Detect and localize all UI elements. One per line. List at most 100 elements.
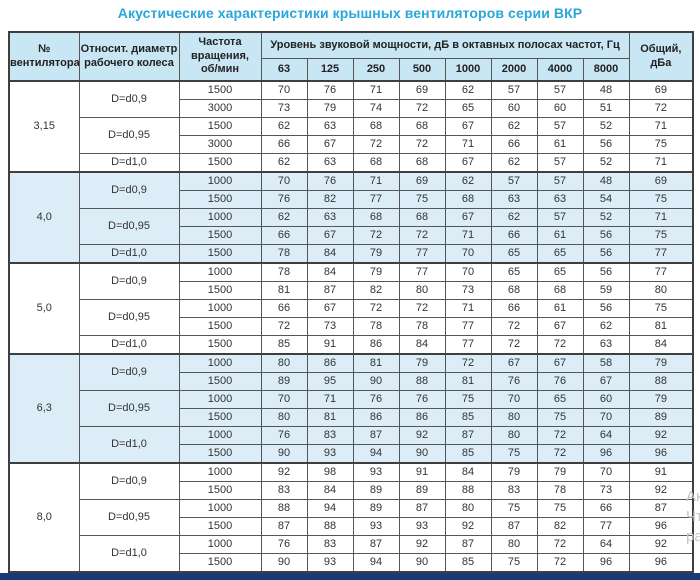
level-cell: 71 [306, 390, 354, 409]
total-cell: 92 [628, 481, 694, 500]
level-cell: 67 [444, 117, 492, 136]
level-cell: 67 [490, 353, 538, 373]
diameter-cell: D=d1,0 [78, 535, 180, 573]
level-cell: 67 [536, 353, 584, 373]
diameter-cell: D=d1,0 [78, 335, 180, 355]
level-cell: 68 [398, 117, 446, 136]
level-cell: 67 [306, 226, 354, 245]
level-cell: 86 [352, 408, 400, 427]
table-row: 1500 66 67 72 72 71 66 61 56 75 [9, 226, 694, 245]
total-cell: 75 [628, 190, 694, 209]
level-cell: 71 [352, 171, 400, 191]
total-cell: 75 [628, 135, 694, 154]
bottom-divider-bar [0, 573, 700, 580]
total-cell: 91 [628, 462, 694, 482]
rpm-cell: 1500 [178, 317, 262, 336]
level-cell: 75 [536, 499, 584, 518]
total-cell: 96 [628, 553, 694, 573]
level-cell: 52 [582, 117, 630, 136]
table-row: D=d1,0 1500 85 91 86 84 77 72 72 63 84 [9, 335, 694, 355]
level-cell: 76 [306, 171, 354, 191]
total-cell: 80 [628, 281, 694, 300]
level-cell: 76 [260, 190, 308, 209]
level-cell: 67 [306, 135, 354, 154]
rpm-cell: 1000 [178, 499, 262, 518]
level-cell: 90 [260, 444, 308, 464]
level-cell: 71 [444, 135, 492, 154]
table-header: № вентилятора Относит. диаметр рабочего … [8, 31, 694, 82]
level-cell: 86 [398, 408, 446, 427]
level-cell: 57 [536, 208, 584, 227]
total-cell: 77 [628, 262, 694, 282]
total-cell: 69 [628, 171, 694, 191]
level-cell: 87 [306, 281, 354, 300]
level-cell: 90 [398, 553, 446, 573]
total-cell: 81 [628, 317, 694, 336]
level-cell: 90 [352, 372, 400, 391]
level-cell: 62 [490, 208, 538, 227]
level-cell: 72 [398, 226, 446, 245]
level-cell: 64 [582, 535, 630, 554]
level-cell: 72 [536, 553, 584, 573]
level-cell: 70 [444, 262, 492, 282]
table-row: 1500 83 84 89 89 88 83 78 73 92 [9, 481, 694, 500]
level-cell: 70 [260, 390, 308, 409]
table-row: D=d0,95 1000 88 94 89 87 80 75 75 66 87 [9, 499, 694, 536]
level-cell: 76 [490, 372, 538, 391]
level-cell: 62 [490, 153, 538, 173]
level-cell: 87 [352, 426, 400, 445]
level-cell: 73 [260, 99, 308, 118]
level-cell: 79 [306, 99, 354, 118]
table-body: 3,15 D=d0,9 1500 70 76 71 69 62 57 57 48 69 3000 73 79… [8, 80, 694, 573]
level-cell: 92 [398, 426, 446, 445]
level-cell: 83 [260, 481, 308, 500]
rpm-cell: 1000 [178, 390, 262, 409]
level-cell: 52 [582, 208, 630, 227]
level-cell: 67 [306, 299, 354, 318]
level-cell: 65 [490, 244, 538, 264]
level-cell: 80 [490, 408, 538, 427]
table-row: D=d0,95 1000 66 67 72 72 71 66 61 56 75 [9, 299, 694, 336]
level-cell: 66 [490, 226, 538, 245]
level-cell: 60 [536, 99, 584, 118]
level-cell: 84 [306, 244, 354, 264]
rpm-cell: 1500 [178, 226, 262, 245]
table-row: 6,3 D=d0,9 1000 80 86 81 79 72 67 67 58 79 [8, 353, 694, 464]
diameter-cell: D=d0,9 [78, 353, 180, 391]
rpm-cell: 1500 [178, 335, 262, 355]
rpm-cell: 1500 [178, 517, 262, 536]
level-cell: 71 [444, 226, 492, 245]
level-cell: 76 [260, 535, 308, 554]
header-freq-63: 63 [260, 58, 308, 82]
total-cell: 71 [628, 117, 694, 136]
level-cell: 67 [444, 208, 492, 227]
level-cell: 66 [490, 299, 538, 318]
level-cell: 66 [260, 135, 308, 154]
level-cell: 65 [536, 390, 584, 409]
level-cell: 72 [536, 335, 584, 355]
table-row: 3000 73 79 74 72 65 60 60 51 72 [9, 99, 694, 118]
total-cell: 87 [628, 499, 694, 518]
table-row: 1500 90 93 94 90 85 75 72 96 96 [9, 553, 694, 573]
level-cell: 88 [260, 499, 308, 518]
level-cell: 86 [306, 353, 354, 373]
diameter-cell: D=d1,0 [78, 153, 180, 173]
level-cell: 76 [536, 372, 584, 391]
acoustic-table: № вентилятора Относит. диаметр рабочего … [8, 31, 695, 573]
level-cell: 57 [536, 153, 584, 173]
level-cell: 80 [444, 499, 492, 518]
level-cell: 62 [260, 208, 308, 227]
table-row: D=d1,0 1500 62 63 68 68 67 62 57 52 71 [9, 153, 694, 173]
total-cell: 71 [628, 153, 694, 173]
level-cell: 87 [398, 499, 446, 518]
level-cell: 91 [398, 462, 446, 482]
diameter-cell: D=d0,9 [78, 262, 180, 300]
total-cell: 89 [628, 408, 694, 427]
level-cell: 87 [260, 517, 308, 536]
table-row: 1500 87 88 93 93 92 87 82 77 96 [9, 517, 694, 536]
level-cell: 67 [582, 372, 630, 391]
header-freq-2000: 2000 [490, 58, 538, 82]
level-cell: 80 [490, 535, 538, 554]
level-cell: 63 [306, 208, 354, 227]
level-cell: 71 [352, 80, 400, 100]
